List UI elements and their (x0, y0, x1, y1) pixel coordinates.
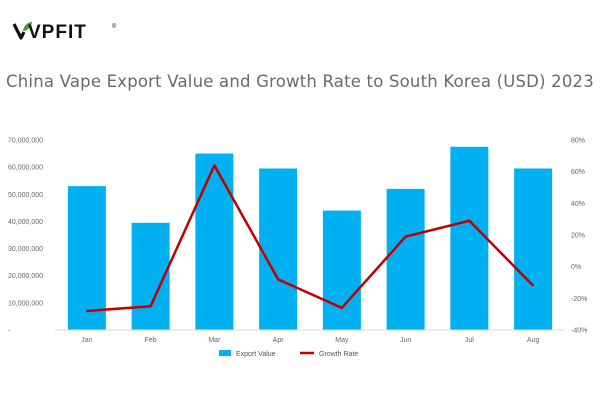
y-axis-right: -40% -20% 0% 20% 40% 60% 80% (571, 138, 587, 335)
vpfit-logo: VPFIT ® (12, 22, 117, 42)
y-left-tick-label: 60,000,000 (8, 165, 43, 172)
y-right-tick-label: -20% (571, 296, 587, 303)
x-tick-label: Jan (81, 337, 92, 344)
y-axis-left: - 10,000,000 20,000,000 30,000,000 40,000,00… (8, 138, 43, 335)
y-right-tick-label: 0% (571, 264, 581, 271)
bar-apr (259, 168, 298, 330)
x-tick-label: Mar (208, 337, 221, 344)
growth-point-jan (86, 310, 88, 312)
y-left-tick-label: 70,000,000 (8, 138, 43, 145)
y-right-tick-label: -40% (571, 328, 587, 335)
bar-jul (450, 146, 489, 330)
x-tick-label: May (335, 337, 349, 344)
y-left-tick-label: 30,000,000 (8, 246, 43, 253)
bar-mar (195, 153, 234, 330)
growth-point-may (341, 307, 343, 309)
y-left-tick-label: 10,000,000 (8, 300, 43, 307)
x-tick-label: Aug (527, 337, 540, 344)
bar-aug (514, 168, 553, 330)
x-axis: Jan Feb Mar Apr May Jun Jul Aug (81, 337, 539, 344)
bar-jun (386, 188, 425, 330)
growth-point-jul (468, 219, 471, 222)
bar-jan (67, 186, 106, 330)
y-right-tick-label: 80% (571, 138, 585, 145)
legend: Export Value Growth Rate (219, 350, 358, 358)
y-right-tick-label: 20% (571, 233, 585, 240)
x-tick-label: Jul (465, 337, 474, 344)
growth-rate-line (86, 164, 535, 313)
logo-leaf-icon (12, 23, 26, 40)
logo-wordmark: VPFIT (28, 22, 87, 42)
line-series (86, 164, 535, 313)
bar-series (67, 146, 553, 330)
growth-point-mar (213, 164, 216, 167)
growth-point-apr (277, 278, 279, 281)
y-left-tick-label: 20,000,000 (8, 273, 43, 280)
legend-label-growth-rate: Growth Rate (319, 351, 358, 358)
y-left-tick-label: 50,000,000 (8, 192, 43, 199)
x-tick-label: Apr (273, 337, 285, 344)
chart-title: China Vape Export Value and Growth Rate … (6, 72, 594, 91)
x-tick-label: Feb (145, 337, 157, 344)
y-right-tick-label: 60% (571, 169, 585, 176)
logo-registered-mark: ® (112, 23, 117, 30)
y-left-tick-label: - (8, 328, 11, 335)
legend-swatch-export-value (219, 350, 231, 356)
legend-label-export-value: Export Value (236, 351, 276, 358)
y-right-tick-label: 40% (571, 201, 585, 208)
growth-point-feb (149, 305, 152, 308)
growth-point-jun (404, 235, 407, 238)
growth-point-aug (532, 284, 534, 287)
y-left-tick-label: 40,000,000 (8, 219, 43, 226)
bar-may (322, 210, 361, 330)
x-tick-label: Jun (400, 337, 411, 344)
